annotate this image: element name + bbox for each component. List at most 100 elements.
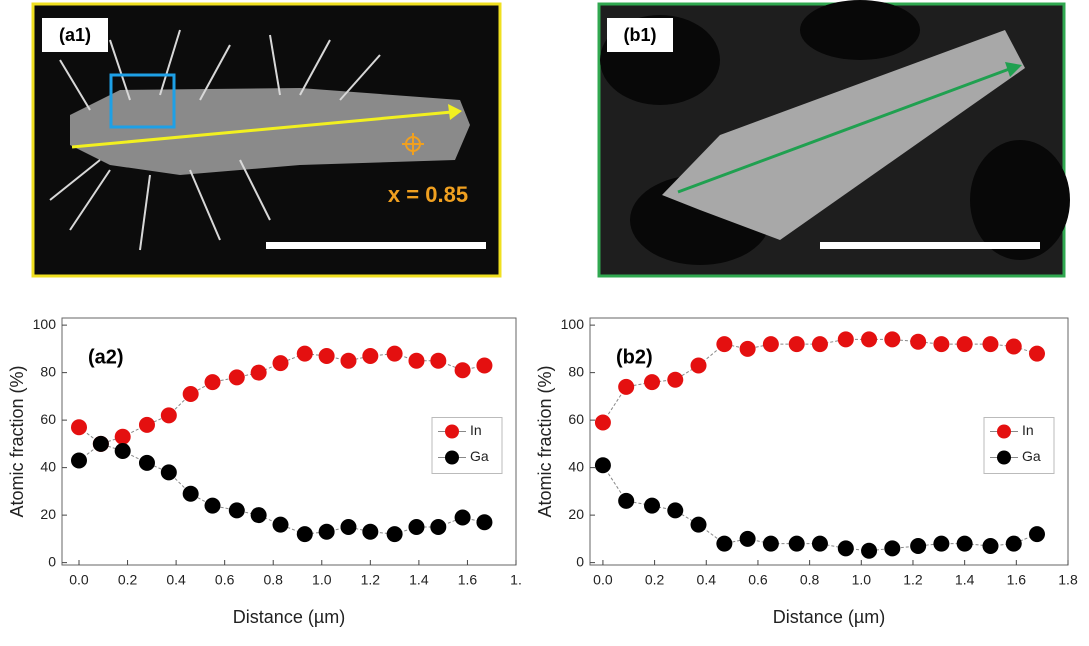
y-tick-label: 20 <box>568 506 584 522</box>
x-tick-label: 0.0 <box>69 572 89 588</box>
panel-label: (a2) <box>88 346 124 368</box>
chart: 0 20 40 60 80 100 0.0 0.2 0.4 0.6 0.8 1.0 1.2 1.4 1.6 1… <box>7 316 522 627</box>
data-point <box>982 538 999 554</box>
x-axis-title: Distance (µm) <box>233 607 345 627</box>
plot-frame <box>589 317 1069 566</box>
data-point <box>114 443 131 459</box>
data-point <box>811 535 828 552</box>
legend-label: In <box>470 422 482 438</box>
legend-marker <box>997 424 1011 439</box>
data-point <box>476 357 493 374</box>
y-tick-label: 0 <box>576 553 584 569</box>
x-tick-label: 0.2 <box>645 572 665 588</box>
data-point <box>594 414 611 431</box>
data-point <box>788 535 805 552</box>
x-tick-label: 1.6 <box>458 572 478 588</box>
x-tick-label: 0.0 <box>593 572 613 588</box>
x-tick-label: 0.6 <box>748 572 768 588</box>
data-point <box>739 530 756 547</box>
x-tick-label: 1.0 <box>852 572 872 588</box>
y-tick-label: 40 <box>40 458 56 474</box>
data-point <box>956 535 973 552</box>
data-point <box>296 345 313 362</box>
image-annotation: x = 0.85 <box>388 182 468 207</box>
data-point <box>160 464 177 481</box>
data-point <box>182 485 199 502</box>
legend-label: Ga <box>1022 448 1041 464</box>
data-point <box>1005 338 1022 355</box>
x-tick-label: 0.4 <box>697 572 717 588</box>
x-tick-label: 1.2 <box>903 572 923 588</box>
data-point <box>690 516 707 533</box>
data-point <box>362 523 379 540</box>
data-point <box>340 519 357 535</box>
x-tick-label: 1.6 <box>1007 572 1027 588</box>
data-point <box>250 364 267 381</box>
y-tick-label: 20 <box>40 506 56 522</box>
y-axis-title: Atomic fraction (%) <box>7 365 27 517</box>
data-point <box>618 492 635 509</box>
panel-label: (b1) <box>624 25 657 45</box>
data-point <box>644 374 661 391</box>
data-point <box>861 331 878 348</box>
data-point <box>250 507 267 524</box>
data-point <box>716 336 733 353</box>
data-point <box>788 336 805 353</box>
y-tick-label: 100 <box>33 316 57 332</box>
y-axis-title: Atomic fraction (%) <box>535 365 555 517</box>
data-point <box>70 452 87 469</box>
data-point <box>762 535 779 552</box>
y-tick-label: 60 <box>568 411 584 427</box>
x-tick-label: 1.4 <box>409 572 429 588</box>
data-point <box>716 535 733 552</box>
data-point <box>667 371 684 388</box>
data-point <box>408 519 425 535</box>
sem-image-a1: (a1) x = 0.85 <box>31 2 502 278</box>
legend-box <box>983 417 1055 474</box>
data-point <box>272 516 289 533</box>
data-point <box>910 538 927 554</box>
data-point <box>837 331 854 348</box>
data-point <box>430 352 447 369</box>
y-tick-label: 80 <box>568 363 584 379</box>
x-tick-label: 0.8 <box>263 572 283 588</box>
data-point <box>204 497 221 514</box>
y-tick-label: 80 <box>40 363 56 379</box>
data-point <box>1028 526 1045 543</box>
data-point <box>762 336 779 353</box>
data-point <box>340 352 357 369</box>
data-point <box>910 333 927 350</box>
data-point <box>476 514 493 531</box>
data-point <box>884 331 901 348</box>
data-point <box>408 352 425 369</box>
x-tick-label: 0.8 <box>800 572 820 588</box>
data-point <box>204 374 221 391</box>
data-point <box>318 523 335 540</box>
data-point <box>1028 345 1045 362</box>
data-point <box>933 336 950 353</box>
legend-marker <box>445 450 459 465</box>
data-point <box>644 497 661 514</box>
x-axis-title: Distance (µm) <box>773 607 885 627</box>
x-tick-label: 1. <box>510 572 522 588</box>
panel-label: (a1) <box>59 25 91 45</box>
data-point <box>1005 535 1022 552</box>
data-point <box>114 428 131 445</box>
legend-label: Ga <box>470 448 489 464</box>
x-tick-label: 0.2 <box>118 572 138 588</box>
data-point <box>594 457 611 474</box>
data-point <box>884 540 901 557</box>
data-point <box>454 509 471 526</box>
y-tick-label: 60 <box>40 411 56 427</box>
data-point <box>739 340 756 357</box>
data-point <box>228 502 245 519</box>
data-point <box>956 336 973 353</box>
data-point <box>138 454 155 471</box>
data-point <box>454 362 471 379</box>
data-point <box>138 416 155 433</box>
x-tick-label: 0.4 <box>166 572 186 588</box>
data-point <box>386 345 403 362</box>
x-tick-label: 1.8 <box>1058 572 1078 588</box>
data-point <box>318 348 335 364</box>
